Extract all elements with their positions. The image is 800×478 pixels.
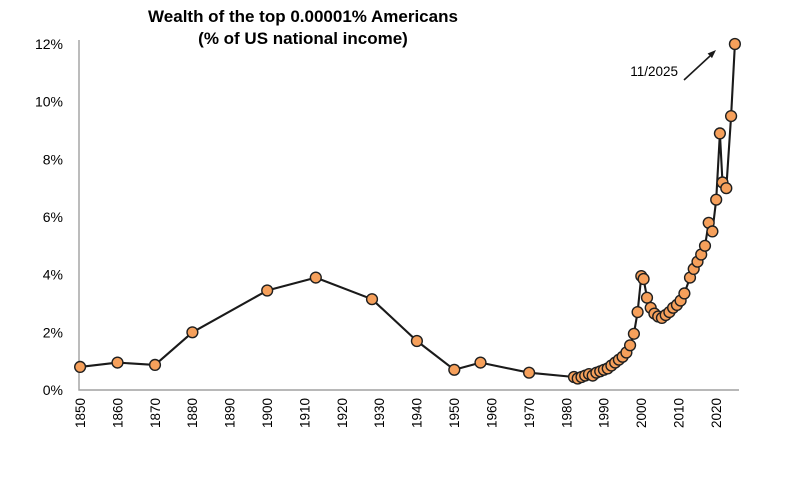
data-point <box>706 225 719 238</box>
x-tick-label: 1960 <box>484 398 499 428</box>
data-point <box>309 271 322 284</box>
y-tick-label: 0% <box>43 382 63 398</box>
data-point <box>637 272 650 286</box>
y-tick-label: 2% <box>43 324 63 340</box>
x-tick-label: 1920 <box>335 398 350 428</box>
x-tick-label: 1990 <box>597 398 612 428</box>
x-tick-label: 1890 <box>223 398 238 428</box>
x-tick-label: 2000 <box>634 398 649 428</box>
x-tick-label: 1870 <box>148 398 163 428</box>
x-tick-label: 2020 <box>709 398 724 428</box>
y-tick-label: 12% <box>35 36 63 52</box>
data-point <box>474 356 487 369</box>
x-tick-label: 1980 <box>559 398 574 428</box>
annotation-label: 11/2025 <box>630 64 678 79</box>
x-axis-tick-labels: 1850 1860 1870 1880 1890 1900 1910 1920 1930 1940… <box>73 398 724 428</box>
data-point <box>186 326 199 339</box>
data-point <box>698 239 712 252</box>
y-tick-label: 10% <box>35 94 63 110</box>
x-tick-label: 1930 <box>372 398 387 428</box>
x-tick-label: 2010 <box>672 398 687 428</box>
x-tick-label: 1940 <box>410 398 425 428</box>
y-tick-label: 6% <box>43 209 63 225</box>
data-point <box>623 339 637 352</box>
data-point <box>724 109 738 123</box>
data-point <box>73 360 87 374</box>
y-tick-label: 4% <box>43 267 63 283</box>
x-tick-label: 1850 <box>73 398 88 428</box>
y-tick-label: 8% <box>43 151 63 167</box>
x-tick-label: 1880 <box>185 398 200 428</box>
x-tick-label: 1860 <box>110 398 125 428</box>
data-point <box>448 363 461 376</box>
data-point <box>631 306 644 319</box>
data-point <box>261 284 274 297</box>
series-line <box>79 43 736 380</box>
x-tick-label: 1910 <box>297 398 312 428</box>
data-point <box>111 356 124 369</box>
chart-subtitle: (% of US national income) <box>198 29 408 48</box>
data-point <box>678 287 691 300</box>
data-point <box>148 358 162 372</box>
annotation-arrow-icon <box>683 50 716 81</box>
data-point <box>728 37 742 51</box>
data-point <box>522 366 536 379</box>
data-point <box>410 334 424 348</box>
x-tick-label: 1950 <box>447 398 462 428</box>
x-tick-label: 1900 <box>260 398 275 428</box>
data-point <box>710 193 723 206</box>
data-point <box>713 127 727 140</box>
data-point <box>365 293 379 306</box>
data-point <box>627 327 641 340</box>
data-series <box>73 37 742 385</box>
data-point <box>720 182 733 195</box>
data-point <box>640 291 654 304</box>
chart-title: Wealth of the top 0.00001% Americans <box>148 7 458 26</box>
y-axis-tick-labels: 0% 2% 4% 6% 8% 10% 12% <box>35 36 63 398</box>
x-tick-label: 1970 <box>522 398 537 428</box>
axes-lines <box>78 40 739 391</box>
